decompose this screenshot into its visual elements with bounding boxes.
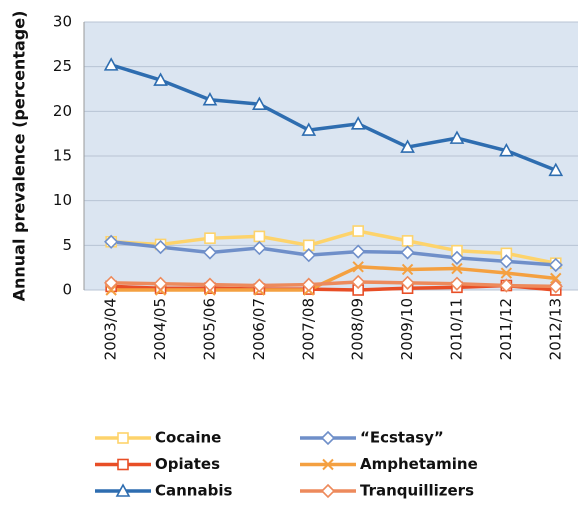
legend-marker <box>117 458 129 471</box>
legend-marker <box>117 432 129 444</box>
legend-label: Amphetamine <box>360 455 478 473</box>
y-tick-label: 0 <box>62 281 72 299</box>
y-tick-label: 30 <box>53 13 72 31</box>
data-point <box>401 235 414 247</box>
data-point <box>351 244 366 259</box>
x-tick-label: 2007/08 <box>299 298 317 360</box>
data-point <box>202 277 218 292</box>
legend-marker <box>320 483 336 499</box>
data-point <box>400 275 415 290</box>
series-line <box>111 229 557 265</box>
data-point <box>301 122 317 136</box>
data-point <box>104 234 119 249</box>
data-point <box>153 276 168 291</box>
y-tick-label: 20 <box>53 102 72 120</box>
legend-label: Cannabis <box>155 482 232 500</box>
data-point <box>202 245 218 260</box>
data-point <box>500 267 513 279</box>
data-point <box>451 262 463 275</box>
data-point <box>252 240 267 256</box>
legend-marker <box>322 458 334 471</box>
data-point <box>104 275 119 290</box>
data-point <box>449 276 465 291</box>
series-line <box>110 240 556 267</box>
data-point <box>105 284 117 296</box>
data-point <box>352 225 364 237</box>
data-point <box>548 279 563 294</box>
data-point <box>352 261 364 273</box>
x-tick-label: 2004/05 <box>151 298 169 360</box>
legend-label: Tranquillizers <box>360 482 474 500</box>
x-tick-label: 2006/07 <box>250 298 268 360</box>
series-line <box>111 265 556 292</box>
data-point <box>204 232 216 244</box>
data-point <box>153 72 168 86</box>
data-point <box>350 116 366 130</box>
data-point <box>400 139 415 153</box>
legend-marker <box>320 430 336 446</box>
series-line <box>111 283 556 292</box>
y-axis-label: Annual prevalence (percentage) <box>10 11 29 302</box>
data-point <box>449 130 465 144</box>
x-tick-label: 2011/12 <box>497 298 515 360</box>
y-tick-label: 15 <box>53 147 72 165</box>
y-tick-label: 5 <box>62 236 72 254</box>
data-point <box>499 278 514 293</box>
data-point <box>153 239 168 255</box>
data-point <box>301 248 316 263</box>
data-point <box>400 245 415 260</box>
data-point <box>301 277 316 292</box>
x-tick-label: 2010/11 <box>447 298 465 360</box>
data-point <box>252 278 267 293</box>
data-point <box>103 57 119 71</box>
x-tick-label: 2003/04 <box>102 298 120 360</box>
series-line <box>110 63 557 172</box>
y-tick-label: 10 <box>53 191 72 209</box>
data-point <box>548 162 564 177</box>
x-tick-label: 2005/06 <box>200 298 218 360</box>
legend-label: “Ecstasy” <box>360 429 444 447</box>
data-point <box>499 142 514 157</box>
y-tick-label: 25 <box>53 57 72 75</box>
legend-label: Opiates <box>155 455 220 473</box>
legend-marker <box>115 483 131 497</box>
data-point <box>401 263 414 276</box>
data-point <box>253 230 266 243</box>
legend-label: Cocaine <box>155 429 221 447</box>
x-tick-label: 2008/09 <box>349 298 367 360</box>
data-point <box>252 96 267 110</box>
data-point <box>449 250 465 265</box>
data-point <box>550 272 562 285</box>
x-tick-label: 2012/13 <box>546 298 564 360</box>
data-point <box>548 257 563 273</box>
x-tick-label: 2009/10 <box>398 298 416 360</box>
series-line <box>111 280 556 289</box>
data-point <box>351 274 366 290</box>
data-point <box>202 92 218 106</box>
data-point <box>499 254 514 269</box>
